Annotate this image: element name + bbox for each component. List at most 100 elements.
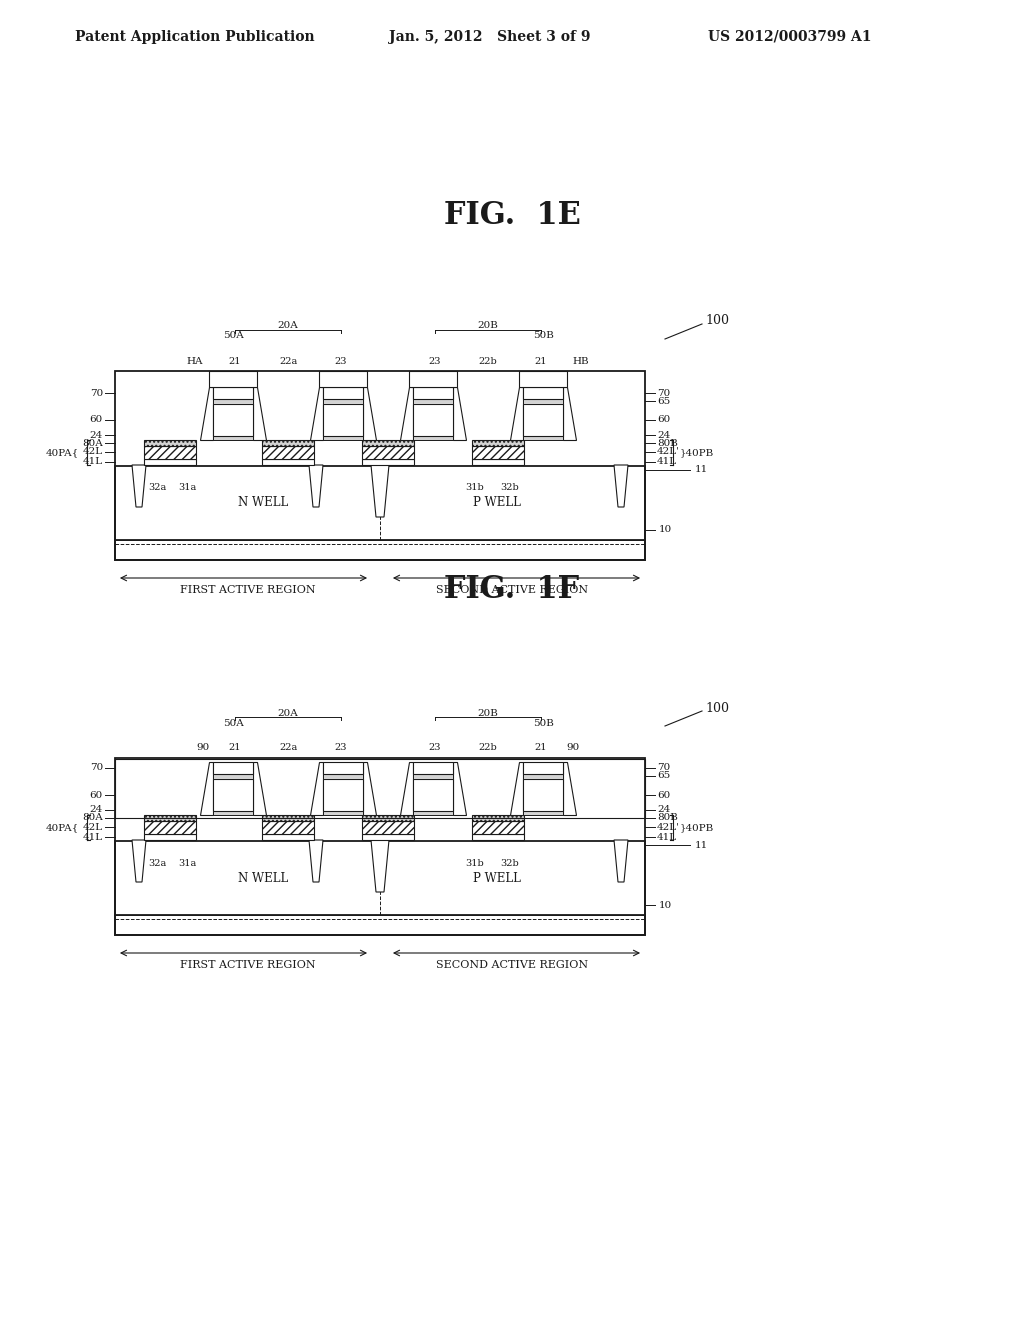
Polygon shape — [400, 762, 413, 814]
Bar — [213, 404, 253, 436]
Text: 22b: 22b — [478, 356, 498, 366]
Bar — [213, 387, 253, 399]
Bar — [323, 779, 362, 810]
Polygon shape — [309, 465, 323, 507]
Text: 70: 70 — [657, 388, 671, 397]
Bar — [413, 387, 453, 399]
Text: 100: 100 — [705, 701, 729, 714]
Bar — [115, 841, 645, 915]
Polygon shape — [400, 387, 413, 440]
Bar — [144, 834, 196, 840]
Text: 50B: 50B — [532, 718, 553, 727]
Text: 70: 70 — [657, 763, 671, 772]
Text: 40PA{: 40PA{ — [46, 447, 79, 457]
Text: 41L: 41L — [83, 833, 103, 842]
Text: FIG.  1E: FIG. 1E — [443, 199, 581, 231]
Bar — [144, 459, 196, 465]
Bar — [115, 759, 645, 818]
Text: }40PB: }40PB — [680, 447, 715, 457]
Polygon shape — [453, 762, 466, 814]
Bar — [523, 436, 563, 440]
Bar — [413, 404, 453, 436]
Text: 20B: 20B — [477, 709, 499, 718]
Text: 23: 23 — [429, 356, 441, 366]
Bar — [362, 446, 414, 459]
Text: 32b: 32b — [501, 483, 519, 492]
Bar — [144, 440, 196, 446]
Polygon shape — [253, 387, 266, 440]
Text: 32b: 32b — [501, 858, 519, 867]
Bar — [213, 762, 253, 774]
Bar — [413, 436, 453, 440]
Bar — [472, 821, 524, 834]
Bar — [115, 540, 645, 560]
Bar — [144, 814, 196, 821]
Bar — [413, 762, 453, 774]
Bar — [523, 779, 563, 810]
Text: 60: 60 — [657, 416, 671, 425]
Bar — [362, 459, 414, 465]
Text: 50B: 50B — [532, 331, 553, 341]
Text: HB: HB — [572, 356, 590, 366]
Text: 21: 21 — [535, 743, 547, 752]
Bar — [323, 387, 362, 399]
Text: 24: 24 — [90, 430, 103, 440]
Bar — [144, 446, 196, 459]
Text: P+: P+ — [163, 458, 177, 466]
Bar — [209, 371, 257, 387]
Text: 60: 60 — [657, 791, 671, 800]
Bar — [262, 446, 314, 459]
Bar — [362, 821, 414, 834]
Bar — [213, 399, 253, 404]
Text: HA: HA — [186, 356, 203, 366]
Bar — [362, 440, 414, 446]
Bar — [213, 774, 253, 779]
Polygon shape — [362, 387, 376, 440]
Text: 42L: 42L — [83, 447, 103, 457]
Bar — [323, 774, 362, 779]
Text: 60: 60 — [90, 791, 103, 800]
Bar — [115, 371, 645, 560]
Text: 42L': 42L' — [657, 447, 680, 457]
Text: }40PB: }40PB — [680, 822, 715, 832]
Bar — [523, 810, 563, 814]
Text: 70: 70 — [90, 763, 103, 772]
Text: 31b: 31b — [466, 858, 484, 867]
Polygon shape — [310, 762, 323, 814]
Polygon shape — [614, 465, 628, 507]
Text: P+: P+ — [282, 458, 295, 466]
Text: 65: 65 — [657, 396, 671, 405]
Bar — [262, 834, 314, 840]
Bar — [523, 399, 563, 404]
Polygon shape — [200, 762, 213, 814]
Text: 41L: 41L — [83, 458, 103, 466]
Text: SECOND ACTIVE REGION: SECOND ACTIVE REGION — [436, 585, 589, 595]
Polygon shape — [371, 465, 389, 517]
Polygon shape — [132, 465, 146, 507]
Text: 90: 90 — [197, 743, 210, 752]
Bar — [519, 371, 567, 387]
Text: 24: 24 — [657, 430, 671, 440]
Text: 65: 65 — [657, 771, 671, 780]
Text: 50A: 50A — [222, 331, 244, 341]
Polygon shape — [563, 387, 575, 440]
Text: P+: P+ — [282, 833, 295, 842]
Bar — [523, 404, 563, 436]
Bar — [323, 762, 362, 774]
Polygon shape — [132, 840, 146, 882]
Text: 22a: 22a — [279, 743, 297, 752]
Polygon shape — [200, 387, 213, 440]
Text: 22a: 22a — [279, 356, 297, 366]
Text: P WELL: P WELL — [473, 496, 520, 510]
Bar — [262, 814, 314, 821]
Bar — [323, 436, 362, 440]
Bar — [472, 440, 524, 446]
Bar — [472, 459, 524, 465]
Text: 42L': 42L' — [657, 822, 680, 832]
Polygon shape — [453, 387, 466, 440]
Text: 31a: 31a — [178, 483, 197, 492]
Bar — [323, 404, 362, 436]
Text: 32a: 32a — [147, 858, 166, 867]
Text: 32a: 32a — [147, 483, 166, 492]
Bar — [213, 436, 253, 440]
